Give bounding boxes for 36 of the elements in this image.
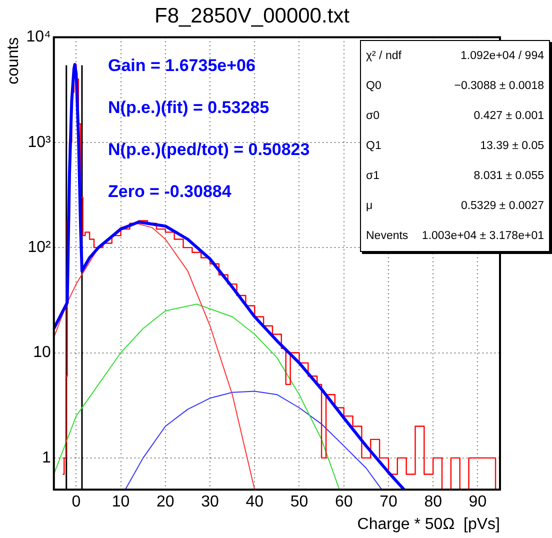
x-tick-label: 50 [290,494,308,511]
x-tick-label: 20 [156,494,174,511]
x-tick-label: 80 [424,494,442,511]
annotation: −0.3088 ± 0.0018 [454,80,544,92]
annotation: 0.5329 ± 0.0027 [460,200,544,212]
x-tick-label: 0 [72,494,81,511]
annotation: μ [366,200,373,212]
annotation: Nevents [366,230,408,242]
y-tick-label: 10² [28,238,52,256]
annotation: σ0 [366,110,380,122]
annotation: Q0 [366,80,382,92]
annotation: 8.031 ± 0.055 [474,170,544,182]
annotation: N(p.e.)(ped/tot) = 0.50823 [108,140,310,160]
x-tick-label: 90 [468,494,487,511]
y-tick-label: 10 [33,344,51,362]
annotation: Zero = -0.30884 [108,182,232,202]
annotation: χ² / ndf [366,50,402,62]
y-tick-label: 10³ [28,134,52,151]
x-tick-label: 10 [112,494,130,511]
y-axis-title: counts [5,37,22,84]
x-tick-label: 70 [380,494,398,511]
annotation: Q1 [366,140,382,152]
annotation: σ1 [366,170,380,182]
annotation: 1.003e+04 ± 3.178e+01 [422,230,544,242]
annotation: 0.427 ± 0.001 [474,110,544,122]
annotation: 1.092e+04 / 994 [460,50,544,62]
y-tick-label: 1 [42,449,51,466]
annotation: 13.39 ± 0.05 [480,140,544,152]
x-tick-label: 30 [201,494,220,511]
annotation: Gain = 1.6735e+06 [108,56,256,76]
x-tick-label: 40 [246,494,264,511]
x-tick-label: 60 [334,494,353,511]
x-axis-title: Charge * 50Ω [pVs] [357,516,500,533]
annotation: N(p.e.)(fit) = 0.53285 [108,98,270,118]
y-tick-label: 10⁴ [26,28,51,46]
chart-title: F8_2850V_00000.txt [154,4,350,28]
